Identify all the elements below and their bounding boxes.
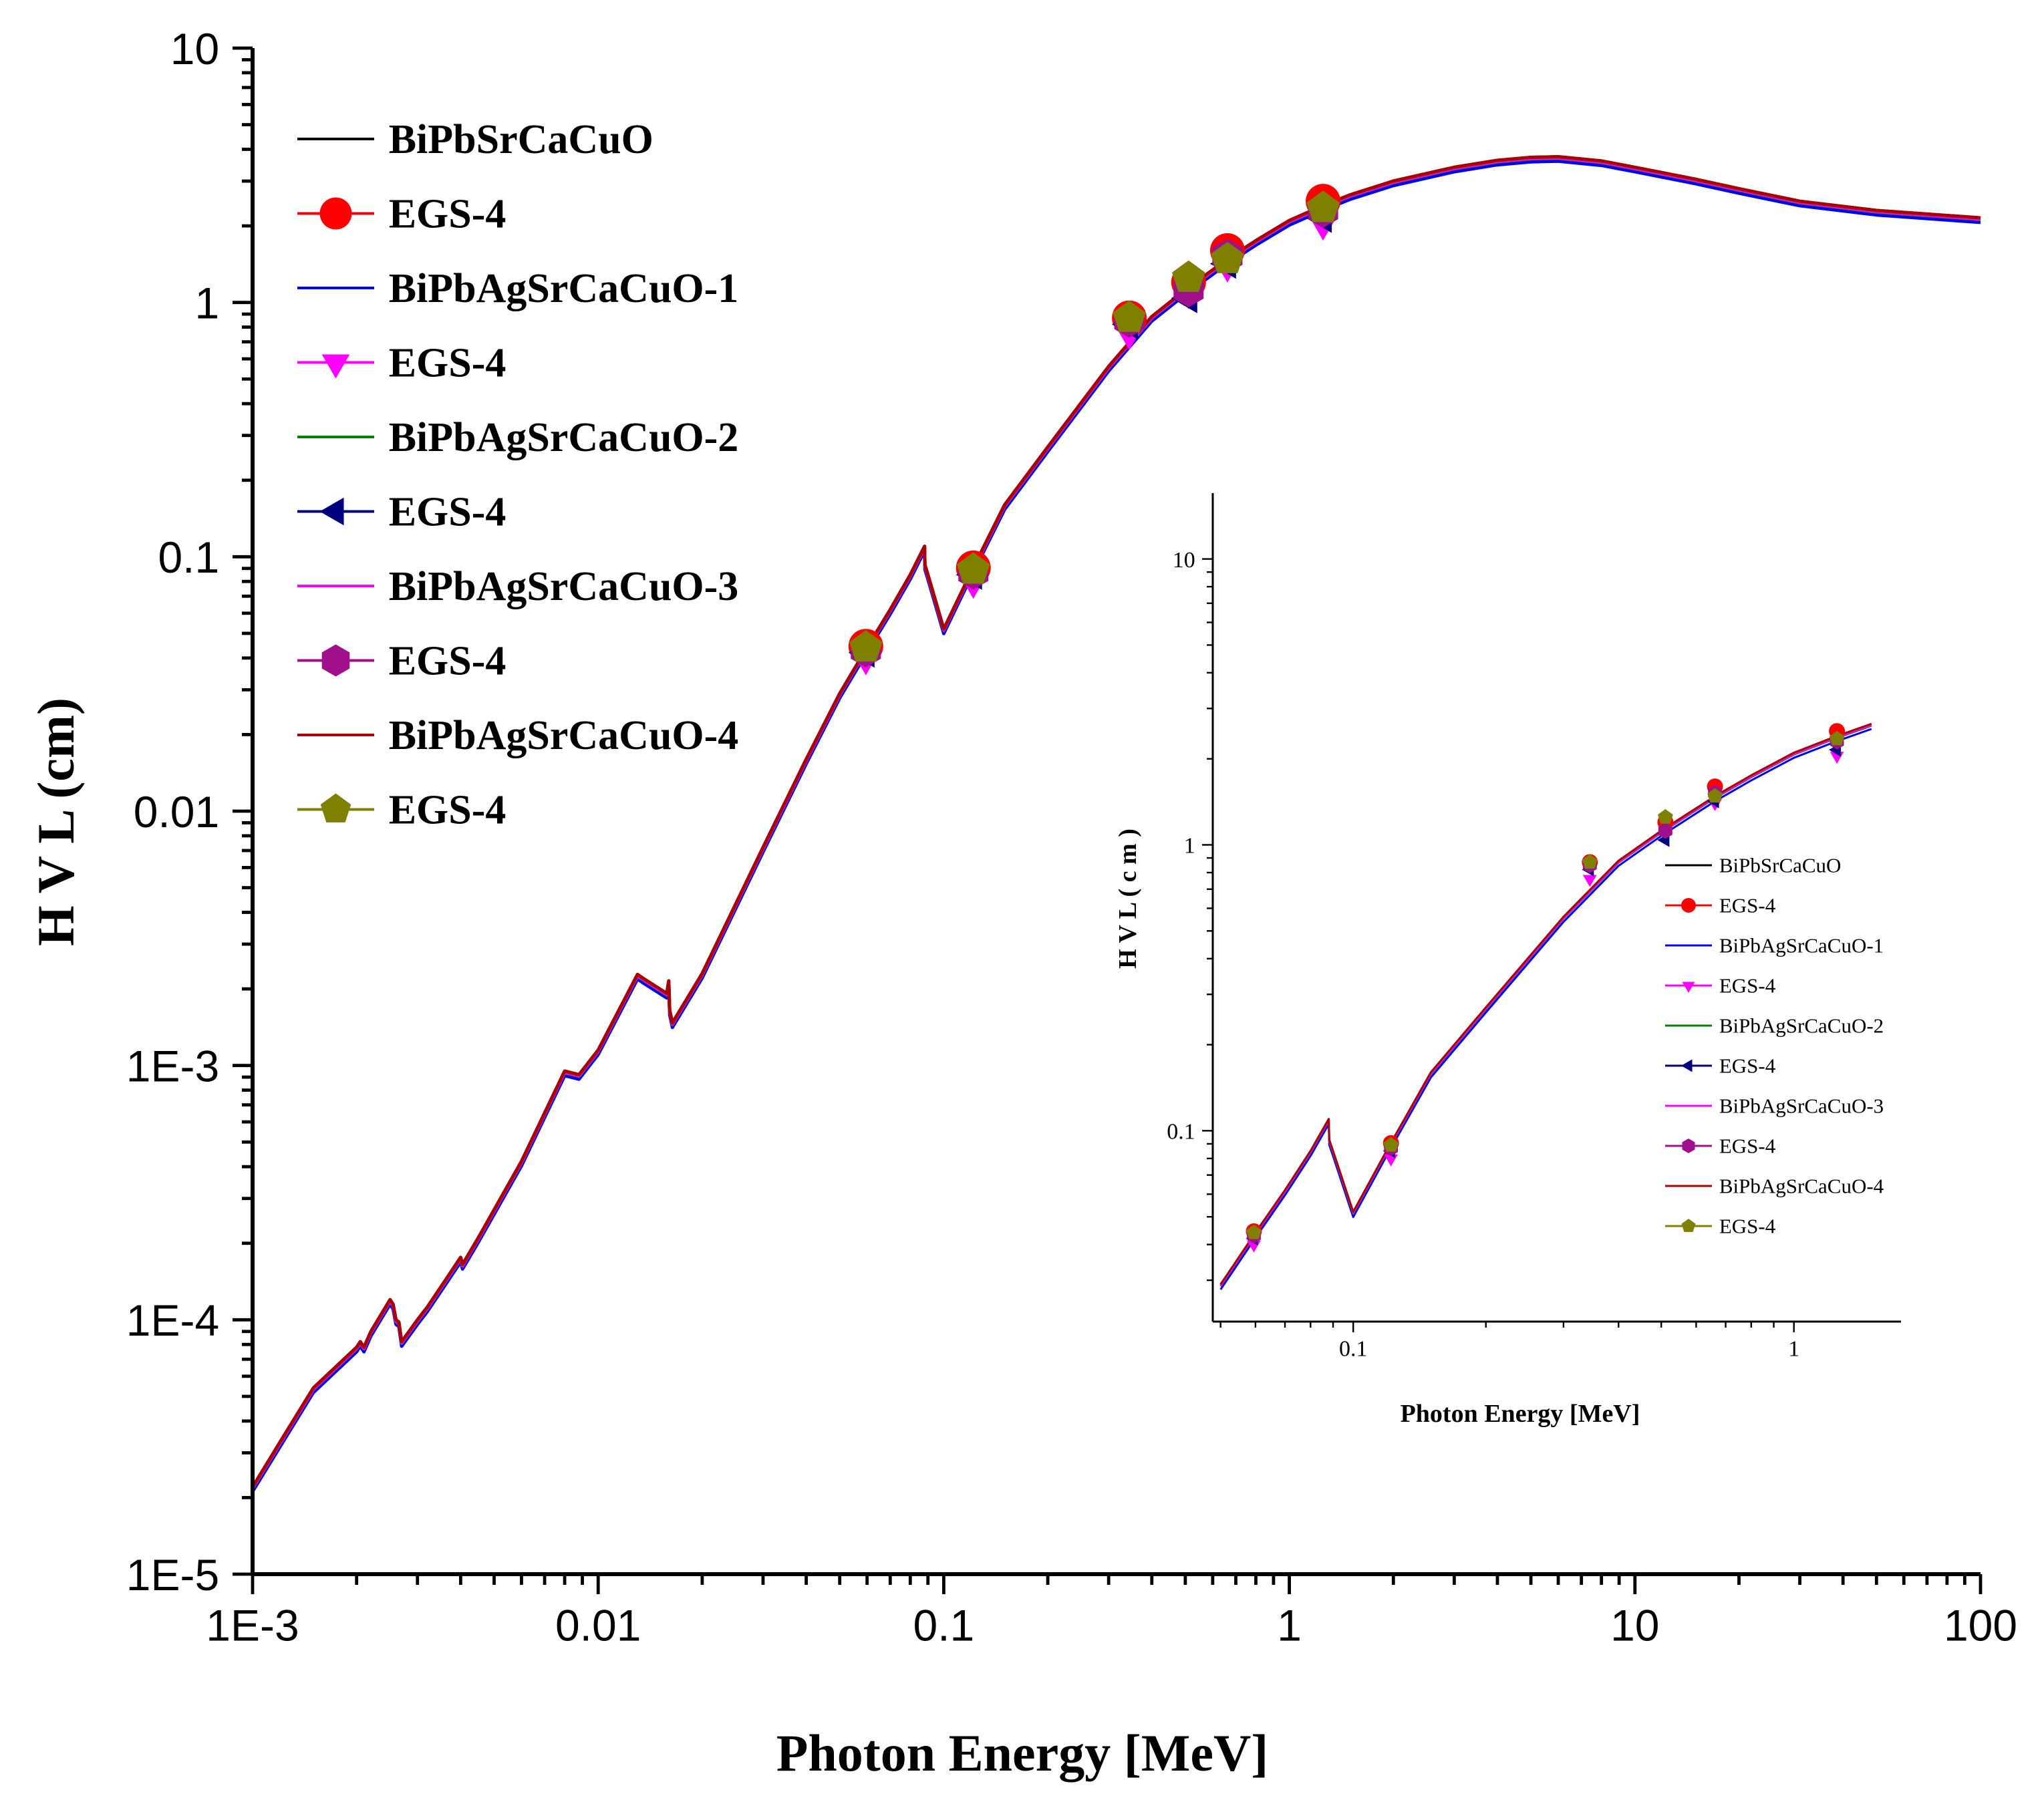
inset-plot: 0.1 1 0.1 1 10 Photon Energy [MeV] H V L ( c… [1114,493,1901,1428]
main-y-tick-label: 10 [170,24,219,73]
main-y-tick-label: 1E-3 [126,1041,219,1090]
main-legend-label-1: EGS-4 [389,192,506,237]
inset-markers [1246,723,1846,1253]
inset-legend-label-4: BiPbAgSrCaCuO-2 [1719,1014,1884,1038]
inset-x-tick-label: 0.1 [1339,1337,1368,1362]
main-marker-s9-p5 [1306,190,1340,222]
inset-legend-label-9: EGS-4 [1719,1215,1776,1238]
inset-x-tick-label: 1 [1788,1337,1799,1362]
main-legend-marker-9 [320,793,351,822]
inset-legend-marker-9 [1681,1219,1696,1232]
main-legend-label-5: EGS-4 [389,490,506,535]
inset-series-line-2 [1219,728,1872,1290]
inset-y-axis-title: H V L ( c m ) [1114,829,1142,969]
inset-marker-s3-p1 [1384,1154,1399,1167]
main-x-tick-label: 1 [1277,1600,1302,1650]
inset-legend-label-8: BiPbAgSrCaCuO-4 [1719,1175,1884,1198]
inset-legend-marker-7 [1682,1139,1695,1153]
main-x-tick-label: 0.01 [555,1600,641,1650]
main-x-tick-label: 10 [1610,1600,1659,1650]
inset-y-tick-label: 10 [1173,548,1195,573]
main-axes: 1E-3 0.01 0.1 1 10 100 1E-5 1E-4 1E-3 0.01 0.1 1 10 [126,24,2017,1650]
main-legend-label-4: BiPbAgSrCaCuO-2 [389,415,739,460]
inset-series-line-8 [1219,722,1872,1286]
inset-x-axis-title: Photon Energy [MeV] [1401,1400,1640,1428]
inset-marker-s9-p0 [1246,1224,1262,1239]
inset-y-tick-label: 1 [1184,834,1195,859]
main-marker-s9-p4 [1211,241,1244,273]
main-legend-marker-1 [319,197,352,230]
inset-legend-label-7: EGS-4 [1719,1135,1776,1158]
main-curves [251,155,1981,1493]
main-y-tick-label: 0.01 [134,787,219,837]
inset-series-line-6 [1219,724,1872,1287]
main-x-axis-title: Photon Energy [MeV] [776,1724,1269,1782]
inset-curves [1219,722,1872,1290]
inset-legend-marker-5 [1681,1059,1693,1072]
inset-legend-label-1: EGS-4 [1719,894,1776,917]
main-marker-s9-p3 [1172,260,1205,292]
inset-legend-label-6: BiPbAgSrCaCuO-3 [1719,1094,1884,1118]
main-legend-label-9: EGS-4 [389,788,506,833]
main-y-tick-label: 1E-4 [126,1296,219,1345]
main-markers [848,184,1341,675]
inset-legend-marker-3 [1682,982,1695,993]
main-legend-marker-7 [321,644,350,677]
inset-legend: BiPbSrCaCuO EGS-4 BiPbAgSrCaCuO-1 EGS-4 BiPb… [1665,854,1884,1238]
inset-marker-s3-p2 [1582,875,1597,887]
inset-legend-label-0: BiPbSrCaCuO [1719,854,1842,877]
main-x-tick-label: 0.1 [913,1600,975,1650]
inset-legend-label-5: EGS-4 [1719,1054,1776,1078]
main-legend-label-2: BiPbAgSrCaCuO-1 [389,266,739,311]
inset-y-tick-label: 0.1 [1167,1120,1195,1145]
main-legend-marker-3 [321,354,350,379]
main-y-axis-title: H V L (cm) [27,698,85,946]
inset-marker-s9-p5 [1829,730,1845,746]
main-legend-marker-5 [319,497,344,526]
main-marker-s9-p1 [957,552,990,584]
main-x-tick-label: 100 [1944,1600,2017,1650]
inset-legend-label-2: BiPbAgSrCaCuO-1 [1719,934,1884,957]
main-series-line-8 [251,155,1981,1489]
main-y-tick-label: 0.1 [158,533,219,582]
main-legend-label-6: BiPbAgSrCaCuO-3 [389,564,739,609]
main-marker-s9-p2 [1113,300,1146,332]
inset-series-line-4 [1219,724,1872,1288]
inset-marker-s9-p1 [1383,1137,1399,1152]
inset-legend-label-3: EGS-4 [1719,974,1776,998]
main-legend-label-0: BiPbSrCaCuO [389,117,653,162]
main-y-tick-label: 1 [194,278,219,327]
inset-legend-marker-1 [1681,898,1696,913]
main-x-tick-label: 1E-3 [206,1600,299,1650]
main-legend-label-3: EGS-4 [389,341,506,386]
main-plot: 1E-3 0.01 0.1 1 10 1001E-51E-41E-30.010.1110 … [27,24,2017,1782]
main-legend-label-8: BiPbAgSrCaCuO-4 [389,713,739,758]
inset-marker-s7-p3 [1658,822,1672,839]
inset-marker-s9-p4 [1707,788,1723,803]
main-marker-s9-p0 [849,630,883,662]
main-legend: BiPbSrCaCuO EGS-4 BiPbAgSrCaCuO-1 EGS-4 BiPb… [297,117,738,833]
main-y-tick-label: 1E-5 [126,1550,219,1600]
main-legend-label-7: EGS-4 [389,639,506,684]
inset-marker-s9-p2 [1582,854,1598,869]
inset-series-line-0 [1219,722,1872,1286]
inset-marker-s9-p3 [1658,809,1673,824]
inset-axes: 0.1 1 0.1 1 10 [1167,493,1901,1362]
